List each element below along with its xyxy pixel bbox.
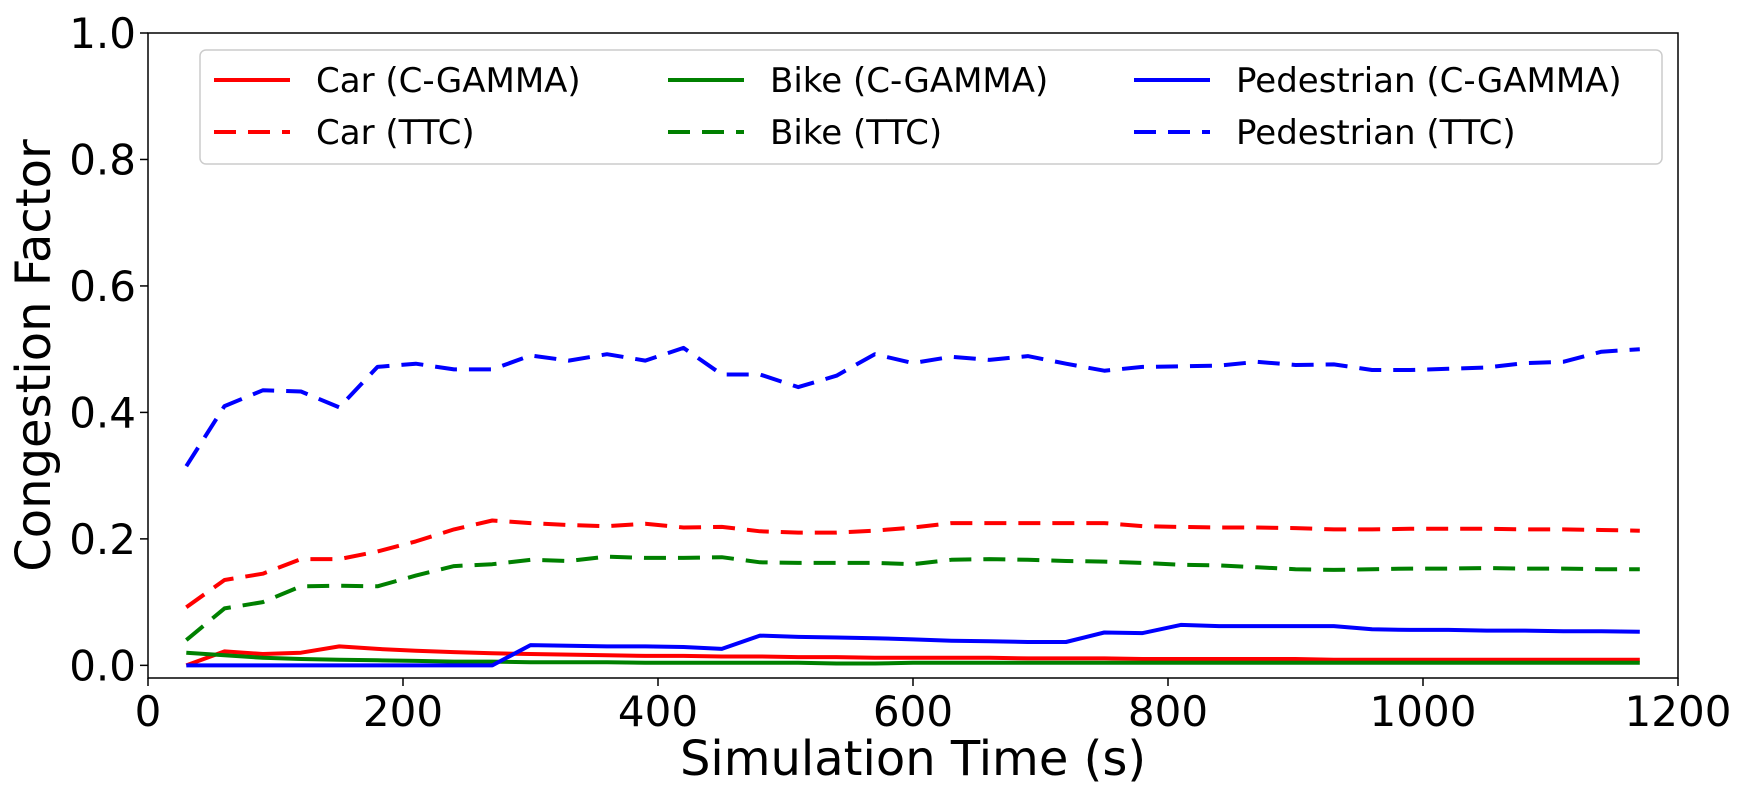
legend-entry: Car (TTC): [316, 113, 475, 153]
y-tick-label: 0.4: [69, 388, 136, 437]
series-layer: [184, 345, 1640, 668]
legend-entry: Car (C-GAMMA): [316, 61, 581, 101]
legend: Car (C-GAMMA) Car (TTC) Bike (C-GAMMA) Bike…: [199, 49, 1663, 165]
x-tick-label: 800: [1128, 687, 1208, 736]
y-tick-label: 0.0: [69, 641, 136, 690]
series-line-3: [186, 650, 1640, 666]
series-line-6: [184, 345, 1640, 468]
y-axis-label: Congestion Factor: [6, 139, 62, 572]
series-line-4: [185, 554, 1640, 642]
series-line-5: [186, 622, 1640, 668]
x-tick-label: 600: [873, 687, 953, 736]
x-axis-label: Simulation Time (s): [680, 731, 1146, 787]
x-tick-label: 1000: [1370, 687, 1477, 736]
y-tick-label: 0.8: [69, 135, 136, 184]
y-tick-label: 0.6: [69, 262, 136, 311]
series-line-1: [185, 644, 1640, 668]
x-tick-label: 400: [618, 687, 698, 736]
legend-box: [199, 49, 1663, 165]
legend-entry: Pedestrian (C-GAMMA): [1236, 61, 1622, 101]
legend-entry: Bike (C-GAMMA): [770, 61, 1048, 101]
x-tick-label: 0: [135, 687, 162, 736]
y-tick-label: 1.0: [69, 9, 136, 58]
y-tick-label: 0.2: [69, 515, 136, 564]
ticks-layer: 0 200 400 600 800 1000 1200 0.0 0.2 0.4 0.6 0.8 1.0: [69, 9, 1731, 736]
x-tick-label: 1200: [1625, 687, 1732, 736]
legend-entry: Pedestrian (TTC): [1236, 113, 1516, 153]
series-line-2: [185, 518, 1640, 609]
x-tick-label: 200: [363, 687, 443, 736]
legend-entry: Bike (TTC): [770, 113, 942, 153]
